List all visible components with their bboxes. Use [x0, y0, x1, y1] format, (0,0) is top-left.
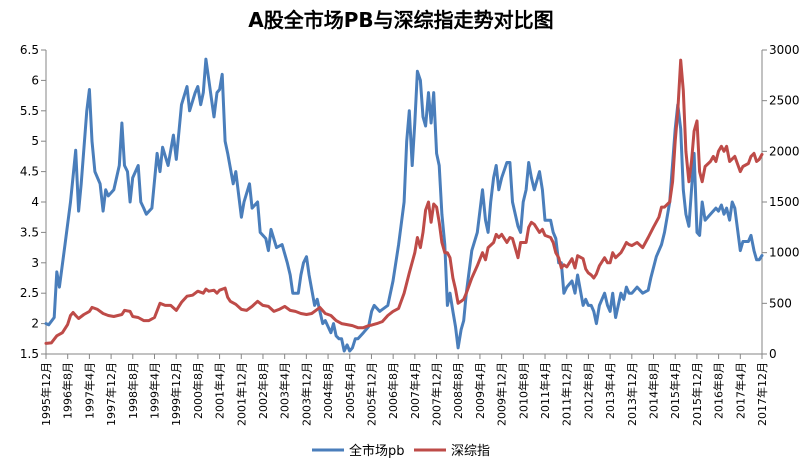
x-tick-label: 2000年8月 [191, 362, 205, 419]
x-tick-label: 2003年12月 [299, 362, 313, 426]
x-tick-label: 2009年12月 [495, 362, 509, 426]
x-tick-label: 1999年12月 [169, 362, 183, 426]
x-tick-label: 2015年12月 [690, 362, 704, 426]
x-tick-label: 1997年4月 [82, 362, 96, 419]
x-tick-label: 2007年12月 [430, 362, 444, 426]
y-left-tick-label: 4 [31, 195, 39, 209]
y-left-tick-label: 4.5 [20, 165, 39, 179]
x-tick-label: 1998年8月 [126, 362, 140, 419]
series-line-pb [44, 57, 764, 353]
series-line-szzz [44, 58, 764, 345]
legend-label-szzz: 深综指 [451, 444, 490, 459]
y-right-tick-label: 0 [769, 347, 777, 361]
y-left-tick-label: 1.5 [20, 347, 39, 361]
y-right-tick-label: 2000 [769, 144, 800, 158]
x-tick-label: 2016年8月 [712, 362, 726, 419]
y-left-tick-label: 2 [31, 317, 39, 331]
y-left-tick-label: 5 [31, 134, 39, 148]
y-left-tick-label: 6 [31, 73, 39, 87]
y-left-tick-label: 3.5 [20, 225, 39, 239]
x-tick-label: 2002年8月 [256, 362, 270, 419]
x-tick-label: 2008年8月 [451, 362, 465, 419]
x-tick-label: 1995年12月 [39, 362, 53, 426]
x-tick-label: 1999年4月 [147, 362, 161, 419]
x-tick-label: 2013年4月 [603, 362, 617, 419]
y-right-tick-label: 2500 [769, 94, 800, 108]
x-tick-label: 2005年12月 [364, 362, 378, 426]
axis-layer: 1.5 2 2.5 3 3.5 4 4.5 5 5.5 6 6.5 0 500 1000 1500 2000 2… [20, 43, 800, 426]
x-tick-label: 2005年4月 [343, 362, 357, 419]
y-right-tick-label: 500 [769, 296, 792, 310]
x-tick-label: 2014年8月 [647, 362, 661, 419]
x-tick-label: 2009年4月 [473, 362, 487, 419]
y-right-tick-label: 1500 [769, 195, 800, 209]
x-tick-label: 1996年8月 [61, 362, 75, 419]
x-tick-label: 2015年4月 [668, 362, 682, 419]
x-tick-label: 2003年4月 [278, 362, 292, 419]
x-tick-label: 2001年12月 [234, 362, 248, 426]
y-right-tick-label: 3000 [769, 43, 800, 57]
legend: 全市场pb 深综指 [312, 443, 490, 459]
x-tick-label: 2004年8月 [321, 362, 335, 419]
x-tick-label: 2011年4月 [538, 362, 552, 419]
x-tick-label: 2012年8月 [581, 362, 595, 419]
legend-label-pb: 全市场pb [349, 443, 405, 459]
y-left-tick-label: 3 [31, 256, 39, 270]
x-tick-label: 2013年12月 [625, 362, 639, 426]
x-tick-label: 2006年8月 [386, 362, 400, 419]
x-tick-label: 2010年8月 [516, 362, 530, 419]
x-tick-label: 2011年12月 [560, 362, 574, 426]
x-tick-label: 2001年4月 [213, 362, 227, 419]
x-tick-label: 2007年4月 [408, 362, 422, 419]
x-tick-label: 2017年4月 [733, 362, 747, 419]
y-left-tick-label: 6.5 [20, 43, 39, 57]
chart-title: A股全市场PB与深综指走势对比图 [248, 8, 553, 32]
series-layer [44, 57, 764, 353]
x-tick-label: 2017年12月 [755, 362, 769, 426]
x-tick-label: 1997年12月 [104, 362, 118, 426]
y-right-tick-label: 1000 [769, 246, 800, 260]
y-left-tick-label: 5.5 [20, 104, 39, 118]
y-left-tick-label: 2.5 [20, 286, 39, 300]
